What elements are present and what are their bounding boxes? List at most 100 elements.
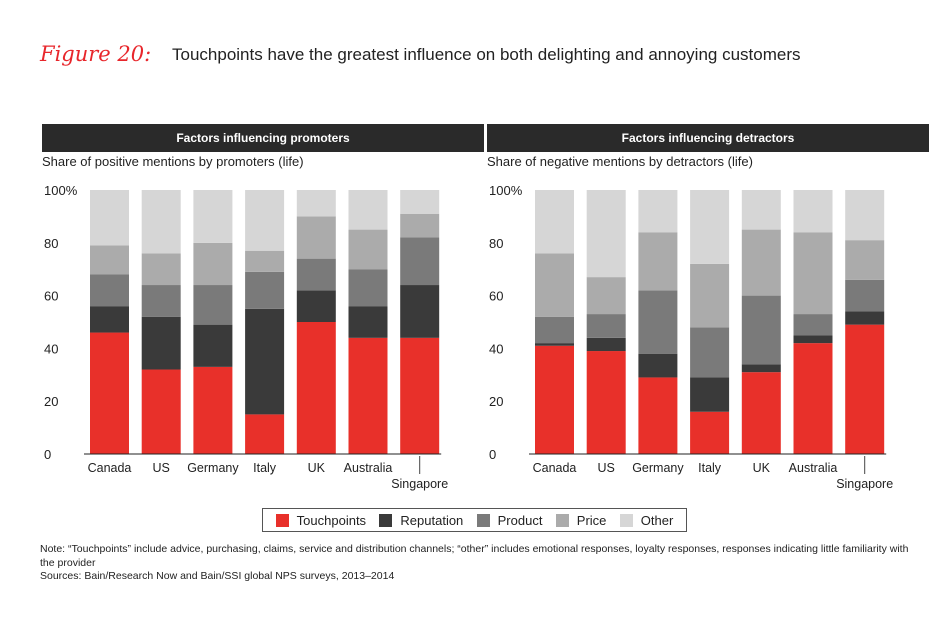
promoters-bar-australia-product xyxy=(348,269,388,307)
detractors-bar-australia-reputation xyxy=(793,335,833,344)
detractors-x-tick-label: Australia xyxy=(789,461,838,475)
detractors-x-tick-label: UK xyxy=(753,461,771,475)
legend-item-price: Price xyxy=(555,512,607,528)
promoters-bar-italy-price xyxy=(245,250,285,272)
promoters-y-axis-label: Share of positive mentions by promoters … xyxy=(42,154,304,169)
promoters-bar-germany-touchpoints xyxy=(193,366,233,454)
promoters-bar-uk-reputation xyxy=(296,290,336,322)
sources-text: Sources: Bain/Research Now and Bain/SSI … xyxy=(40,570,395,582)
promoters-x-tick-label: Italy xyxy=(253,461,277,475)
legend-label-product: Product xyxy=(497,512,543,528)
detractors-panel: Factors influencing detractors Share of … xyxy=(487,124,929,509)
legend-swatch-product xyxy=(476,513,490,527)
promoters-bar-canada-price xyxy=(90,245,129,275)
detractors-chart-title: Factors influencing detractors xyxy=(487,124,929,152)
promoters-bar-italy-touchpoints xyxy=(245,414,285,454)
detractors-bar-uk-other xyxy=(741,190,781,230)
legend-label-other: Other xyxy=(640,512,674,528)
detractors-x-tick-label: Italy xyxy=(698,461,722,475)
detractors-bar-italy-price xyxy=(690,263,730,328)
legend-label-price: Price xyxy=(576,512,607,528)
promoters-bar-uk-product xyxy=(296,258,336,291)
detractors-bar-us-touchpoints xyxy=(586,351,626,454)
detractors-bar-singapore-other xyxy=(845,190,885,241)
promoters-x-tick-label: Canada xyxy=(88,461,132,475)
legend-swatch-touchpoints xyxy=(275,513,289,527)
promoters-panel: Factors influencing promoters Share of p… xyxy=(42,124,484,509)
legend-item-reputation: Reputation xyxy=(379,513,463,528)
detractors-x-tick-label: Germany xyxy=(632,461,684,475)
promoters-y-tick-label: 80 xyxy=(44,236,58,251)
promoters-bar-canada-other xyxy=(90,190,129,246)
detractors-y-tick-label: 40 xyxy=(489,341,503,356)
detractors-bar-uk-price xyxy=(741,229,781,296)
promoters-y-tick-label: 100% xyxy=(44,183,78,198)
promoters-x-tick-label: Singapore xyxy=(391,477,448,491)
promoters-x-tick-label: UK xyxy=(308,461,326,475)
detractors-bar-canada-price xyxy=(535,253,574,317)
detractors-bar-canada-touchpoints xyxy=(535,345,574,454)
detractors-bar-germany-product xyxy=(638,290,678,354)
detractors-bar-uk-touchpoints xyxy=(741,372,781,454)
detractors-bar-australia-other xyxy=(793,190,833,233)
detractors-bar-italy-touchpoints xyxy=(690,411,730,454)
legend-swatch-price xyxy=(555,513,569,527)
legend-label-reputation: Reputation xyxy=(400,512,464,528)
promoters-bar-uk-other xyxy=(296,190,336,217)
legend-item-touchpoints: Touchpoints xyxy=(275,512,367,528)
detractors-bar-germany-reputation xyxy=(638,353,678,378)
detractors-bar-italy-other xyxy=(690,190,730,264)
promoters-bar-singapore-reputation xyxy=(400,285,440,338)
promoters-bar-us-reputation xyxy=(141,316,181,370)
promoters-bar-us-product xyxy=(141,285,181,317)
promoters-bar-canada-product xyxy=(90,274,129,307)
detractors-y-axis-label: Share of negative mentions by detractors… xyxy=(487,154,753,169)
detractors-bar-germany-other xyxy=(638,190,678,233)
detractors-bar-australia-touchpoints xyxy=(793,343,833,454)
detractors-bar-us-other xyxy=(586,190,626,278)
detractors-bar-italy-reputation xyxy=(690,377,730,412)
detractors-chart: 0 20 40 60 80 100% Canada US Germany Italy UK Austr… xyxy=(489,183,893,491)
legend-swatch-reputation xyxy=(379,513,393,527)
detractors-y-tick-label: 100% xyxy=(489,183,523,198)
promoters-bar-us-touchpoints xyxy=(141,369,181,454)
promoters-x-tick-label: US xyxy=(153,461,170,475)
promoters-bar-canada-reputation xyxy=(90,306,129,333)
promoters-chart-title: Factors influencing promoters xyxy=(42,124,484,152)
note-text: Note: “Touchpoints” include advice, purc… xyxy=(40,543,909,569)
detractors-y-tick-label: 80 xyxy=(489,236,503,251)
detractors-bar-us-reputation xyxy=(586,337,626,352)
footnote: Note: “Touchpoints” include advice, purc… xyxy=(40,543,920,584)
detractors-bar-australia-product xyxy=(793,314,833,336)
promoters-bar-us-price xyxy=(141,253,181,286)
detractors-y-tick-label: 20 xyxy=(489,394,503,409)
promoters-y-tick-label: 40 xyxy=(44,341,58,356)
detractors-bar-singapore-price xyxy=(845,240,885,280)
promoters-bar-germany-other xyxy=(193,190,233,243)
promoters-bar-germany-reputation xyxy=(193,324,233,367)
promoters-bar-australia-touchpoints xyxy=(348,337,388,454)
detractors-bar-canada-reputation xyxy=(535,343,574,346)
promoters-bar-singapore-other xyxy=(400,190,440,214)
legend-label-touchpoints: Touchpoints xyxy=(296,512,367,528)
promoters-bar-australia-other xyxy=(348,190,388,230)
detractors-bar-canada-product xyxy=(535,316,574,344)
promoters-bar-singapore-price xyxy=(400,213,440,238)
promoters-chart: 0 20 40 60 80 100% Canada US Germany Italy UK Austr… xyxy=(44,183,448,491)
promoters-bar-singapore-product xyxy=(400,237,440,286)
detractors-y-tick-label: 60 xyxy=(489,289,503,304)
promoters-y-tick-label: 60 xyxy=(44,289,58,304)
detractors-x-tick-label: US xyxy=(598,461,615,475)
detractors-bar-uk-reputation xyxy=(741,364,781,373)
promoters-bar-germany-product xyxy=(193,285,233,325)
promoters-bar-italy-product xyxy=(245,271,285,309)
promoters-bar-italy-reputation xyxy=(245,308,285,415)
detractors-y-tick-label: 0 xyxy=(489,447,496,462)
promoters-bar-canada-touchpoints xyxy=(90,332,129,454)
promoters-bar-uk-touchpoints xyxy=(296,322,336,454)
promoters-bar-australia-reputation xyxy=(348,306,388,338)
figure-label: Figure 20: xyxy=(40,42,152,66)
detractors-x-tick-label: Singapore xyxy=(836,477,893,491)
chart-legend: Touchpoints Reputation Product Price Oth… xyxy=(262,508,687,532)
detractors-bar-uk-product xyxy=(741,295,781,365)
